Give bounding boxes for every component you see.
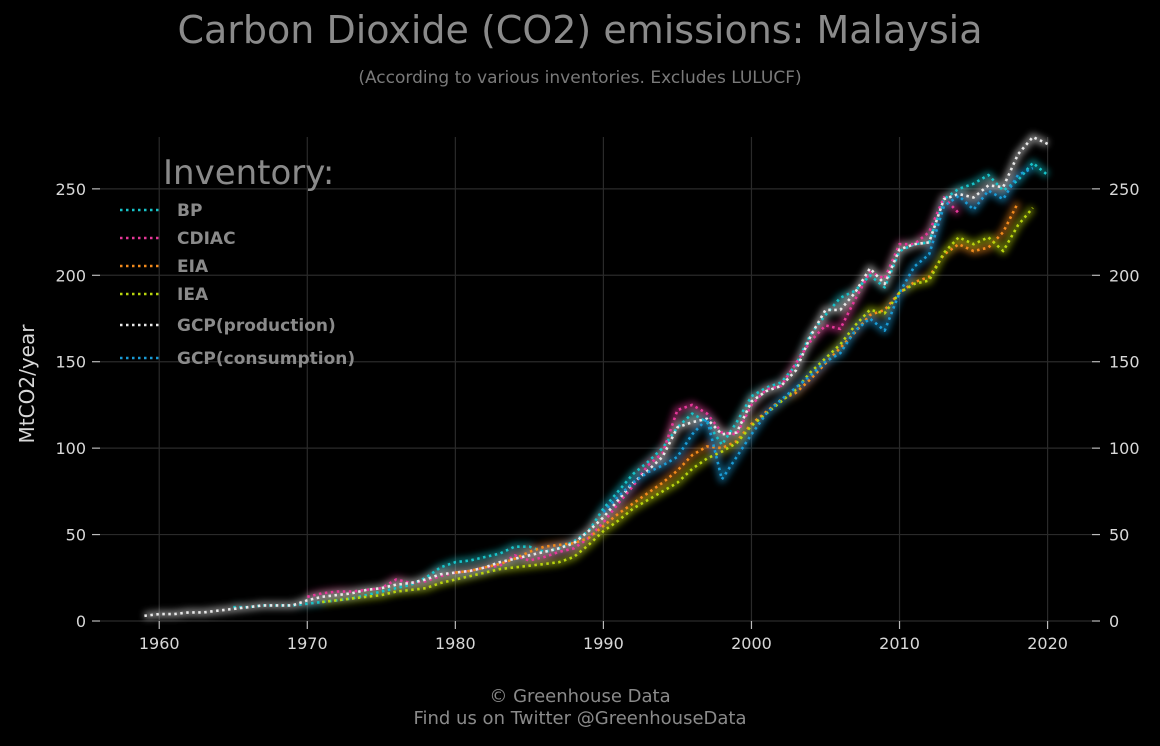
y-tick-label-left: 0 — [76, 612, 86, 631]
series-glow-cdiac — [306, 194, 962, 601]
footer-twitter: Find us on Twitter @GreenhouseData — [413, 708, 747, 729]
y-tick-label-left: 100 — [55, 439, 86, 458]
legend-label-iea: IEA — [177, 285, 209, 305]
y-tick-label-left: 200 — [55, 266, 86, 285]
x-tick-label: 1980 — [435, 634, 476, 653]
series-line-cdiac — [307, 196, 960, 599]
x-tick-label: 2010 — [879, 634, 920, 653]
y-tick-label-right: 200 — [1109, 266, 1140, 285]
series-glow-gcp-consumption — [600, 164, 1035, 515]
legend-label-gcp-production: GCP(production) — [177, 316, 336, 336]
series-line-gcp-production — [144, 135, 1049, 618]
x-tick-label: 1960 — [139, 634, 180, 653]
y-tick-label-left: 50 — [66, 526, 86, 545]
y-tick-label-left: 150 — [55, 353, 86, 372]
series-line-bp — [233, 161, 1049, 609]
series-glow-eia — [454, 201, 1022, 577]
chart-subtitle: (According to various inventories. Exclu… — [358, 68, 802, 88]
y-tick-label-right: 150 — [1109, 353, 1140, 372]
legend-label-eia: EIA — [177, 257, 209, 277]
y-tick-label-right: 0 — [1109, 612, 1119, 631]
legend-title: Inventory: — [163, 153, 334, 193]
series-glow-iea — [321, 205, 1036, 606]
x-tick-label: 1990 — [583, 634, 624, 653]
y-tick-label-left: 250 — [55, 180, 86, 199]
y-axis-label: MtCO2/year — [15, 324, 39, 444]
x-tick-label: 2000 — [731, 634, 772, 653]
series-glow-bp — [233, 159, 1050, 611]
footer-credit: © Greenhouse Data — [489, 686, 671, 707]
series-layer — [144, 135, 1049, 618]
series-line-eia — [455, 202, 1020, 574]
series-line-iea — [321, 207, 1034, 604]
series-glow-layer — [144, 133, 1050, 620]
series-glow-gcp-production — [144, 133, 1050, 620]
x-tick-label: 1970 — [287, 634, 328, 653]
legend-label-cdiac: CDIAC — [177, 229, 236, 249]
x-tick-label: 2020 — [1027, 634, 1068, 653]
y-tick-label-right: 50 — [1109, 526, 1129, 545]
legend: Inventory: BP CDIAC EIA IEA GCP(production) GC… — [120, 153, 355, 369]
y-tick-label-right: 100 — [1109, 439, 1140, 458]
chart-axes: 1960 1970 1980 1990 2000 2010 2020 0 0 50 50 100 100… — [55, 180, 1139, 653]
legend-label-gcp-consumption: GCP(consumption) — [177, 349, 355, 369]
legend-label-bp: BP — [177, 201, 202, 221]
series-line-gcp-consumption — [602, 166, 1034, 513]
chart-title: Carbon Dioxide (CO2) emissions: Malaysia — [177, 8, 983, 52]
y-tick-label-right: 250 — [1109, 180, 1140, 199]
